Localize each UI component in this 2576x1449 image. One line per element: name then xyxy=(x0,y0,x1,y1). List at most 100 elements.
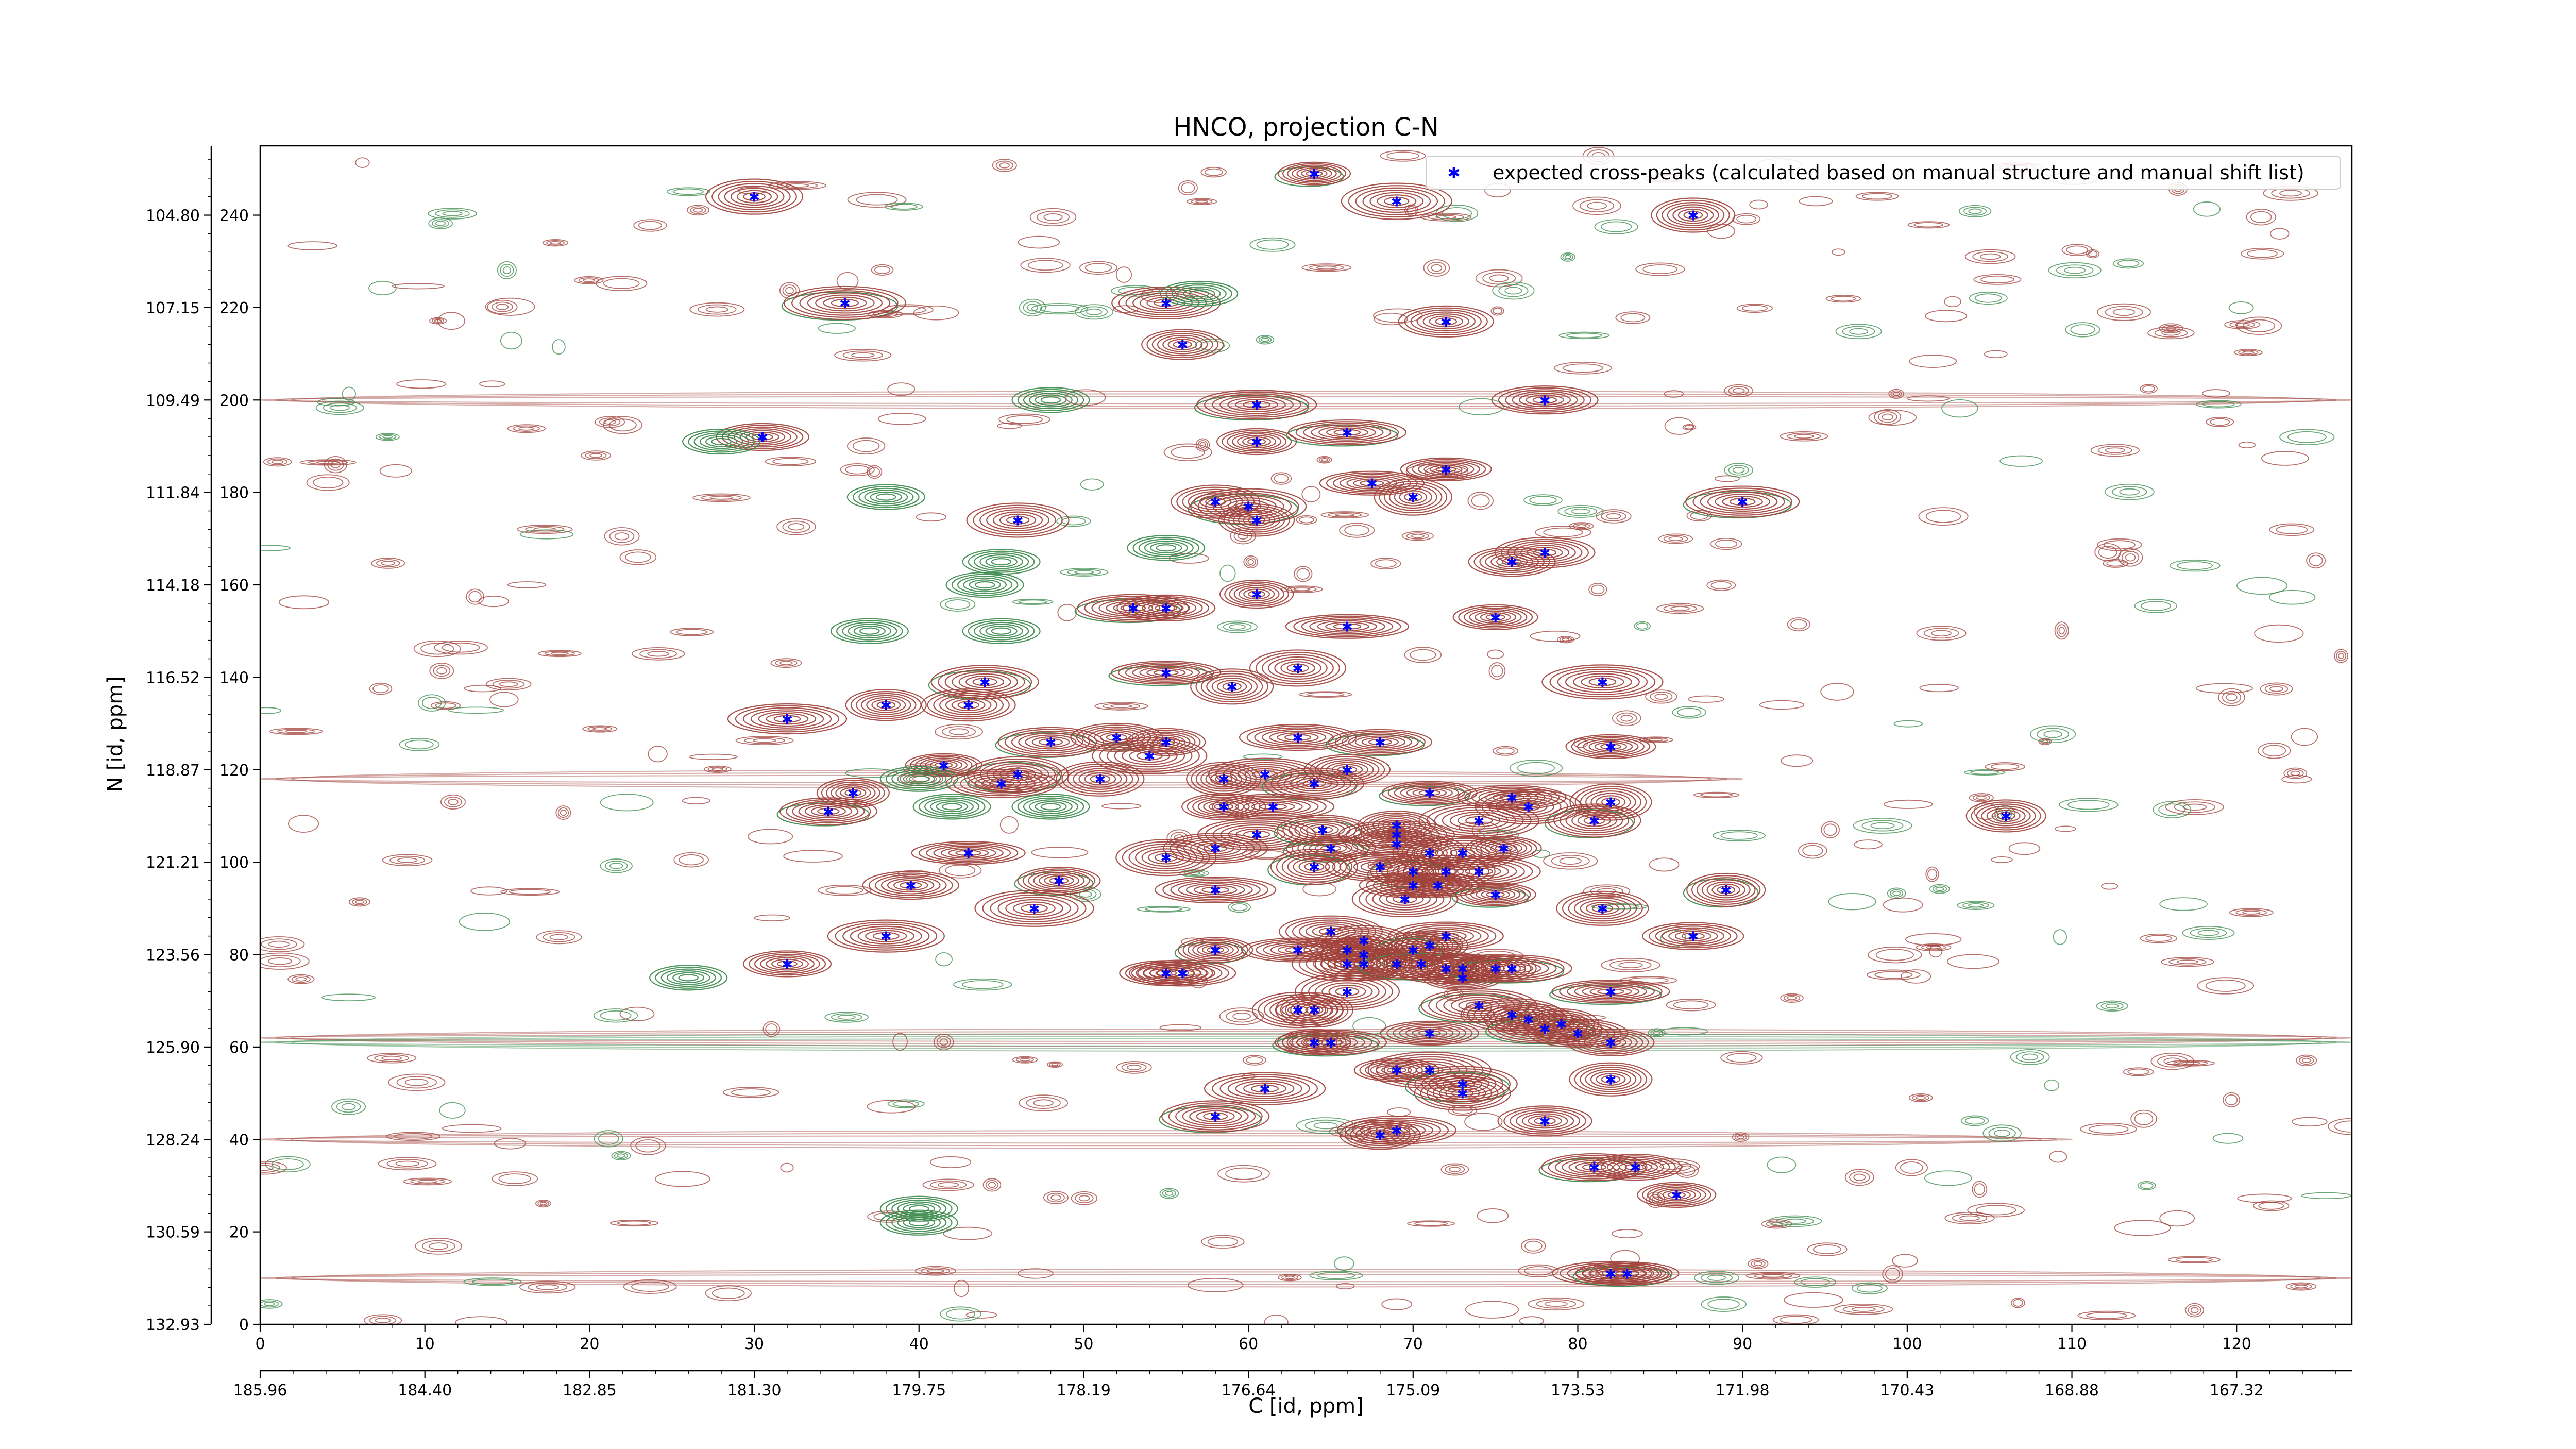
peak-marker: ✱ xyxy=(1342,426,1353,441)
peak-contour xyxy=(1272,1029,1387,1057)
noise-contour xyxy=(1794,1276,1837,1288)
negative-peak-contour xyxy=(1011,794,1090,820)
noise-contour xyxy=(654,1171,710,1187)
noise-contour xyxy=(371,558,405,569)
noise-contour xyxy=(1982,1124,2022,1142)
noise-contour xyxy=(818,323,856,334)
peak-contour xyxy=(1194,390,1317,421)
peak-contour xyxy=(1171,484,1261,519)
noise-contour xyxy=(552,339,566,355)
peak-contour xyxy=(1642,922,1744,950)
peak-marker: ✱ xyxy=(848,786,859,802)
peak-marker: ✱ xyxy=(1556,1017,1567,1033)
noise-contour xyxy=(321,993,376,1002)
noise-contour xyxy=(670,628,714,636)
peak-marker: ✱ xyxy=(1605,1073,1617,1088)
peak-marker: ✱ xyxy=(1424,846,1435,862)
noise-contour xyxy=(1907,395,1950,402)
noise-contour xyxy=(836,272,859,290)
x-tick-label: 30 xyxy=(744,1335,764,1353)
noise-contour xyxy=(1554,361,1612,375)
noise-contour xyxy=(1477,1208,1509,1223)
noise-contour xyxy=(263,457,292,467)
noise-contour xyxy=(2167,1256,2221,1263)
noise-contour xyxy=(877,413,926,425)
noise-contour xyxy=(2291,1117,2328,1127)
noise-contour xyxy=(916,512,947,522)
noise-contour xyxy=(1901,969,1931,984)
noise-contour xyxy=(1309,1270,1363,1280)
peak-contour xyxy=(1549,980,1670,1005)
noise-contour xyxy=(1724,384,1754,397)
peak-contour xyxy=(1572,1261,1680,1287)
noise-contour xyxy=(287,241,337,250)
peak-contour xyxy=(1414,1075,1511,1111)
noise-contour xyxy=(1528,1297,1585,1311)
peak-marker: ✱ xyxy=(1210,883,1221,899)
peak-contour xyxy=(1190,668,1274,705)
noise-contour xyxy=(2334,649,2349,663)
noise-contour xyxy=(1459,398,1504,416)
noise-contour xyxy=(885,203,923,211)
noise-contour xyxy=(1256,335,1275,345)
peak-marker: ✱ xyxy=(1506,962,1518,977)
peak-contour xyxy=(1567,1028,1655,1057)
peak-marker: ✱ xyxy=(1457,1087,1468,1102)
noise-contour xyxy=(1243,753,1283,760)
noise-contour xyxy=(1471,821,1499,839)
peak-contour xyxy=(776,797,878,827)
peak-marker: ✱ xyxy=(1045,735,1057,751)
peak-marker: ✱ xyxy=(1440,962,1452,977)
noise-contour xyxy=(2096,1000,2128,1012)
noise-contour xyxy=(619,549,657,565)
noise-contour xyxy=(378,1157,437,1171)
negative-peak-contour xyxy=(1160,280,1239,307)
noise-contour xyxy=(1772,1314,1819,1324)
noise-contour xyxy=(1944,296,1961,308)
noise-contour xyxy=(1071,1191,1098,1205)
peak-marker: ✱ xyxy=(1160,851,1172,866)
noise-contour xyxy=(673,852,709,868)
peak-contour xyxy=(911,841,1026,865)
x-ppm-tick-label: 173.53 xyxy=(1551,1381,1605,1400)
noise-contour xyxy=(2008,842,2041,855)
noise-contour xyxy=(2030,725,2076,744)
noise-contour xyxy=(1835,324,1882,340)
peak-marker: ✱ xyxy=(1243,500,1254,515)
x-tick-label: 20 xyxy=(580,1335,599,1353)
y-ppm-tick-label: 132.93 xyxy=(146,1316,200,1334)
noise-contour xyxy=(536,930,582,945)
noise-contour xyxy=(1043,1191,1069,1204)
peak-marker: ✱ xyxy=(938,759,950,774)
peak-contour xyxy=(974,889,1094,927)
noise-contour xyxy=(2218,688,2245,706)
peak-contour xyxy=(1218,503,1295,537)
noise-contour xyxy=(2053,929,2067,945)
noise-contour xyxy=(594,1130,623,1148)
peak-marker: ✱ xyxy=(1094,772,1106,788)
noise-contour xyxy=(2054,825,2077,832)
noise-contour xyxy=(574,276,604,284)
noise-contour xyxy=(940,597,976,612)
noise-contour xyxy=(489,692,519,707)
x-ppm-tick-label: 170.43 xyxy=(1880,1381,1934,1400)
peak-contour xyxy=(1379,781,1478,806)
negative-peak-contour xyxy=(682,428,761,455)
peak-marker: ✱ xyxy=(1539,1022,1551,1037)
peak-marker: ✱ xyxy=(2001,809,2012,824)
noise-contour xyxy=(1601,957,1660,972)
peak-marker: ✱ xyxy=(1127,601,1139,617)
peak-marker: ✱ xyxy=(1605,1036,1617,1051)
peak-contour xyxy=(1380,1020,1479,1046)
peak-contour xyxy=(1965,799,2046,833)
noise-contour xyxy=(1278,1273,1302,1282)
noise-contour xyxy=(1294,566,1313,582)
noise-contour xyxy=(487,299,518,314)
noise-contour xyxy=(348,897,370,907)
noise-contour xyxy=(388,1073,446,1091)
peak-marker: ✱ xyxy=(1408,865,1419,880)
noise-contour xyxy=(682,797,710,805)
noise-contour xyxy=(375,433,400,441)
noise-contour xyxy=(2010,1298,2025,1308)
noise-contour xyxy=(922,1178,974,1191)
